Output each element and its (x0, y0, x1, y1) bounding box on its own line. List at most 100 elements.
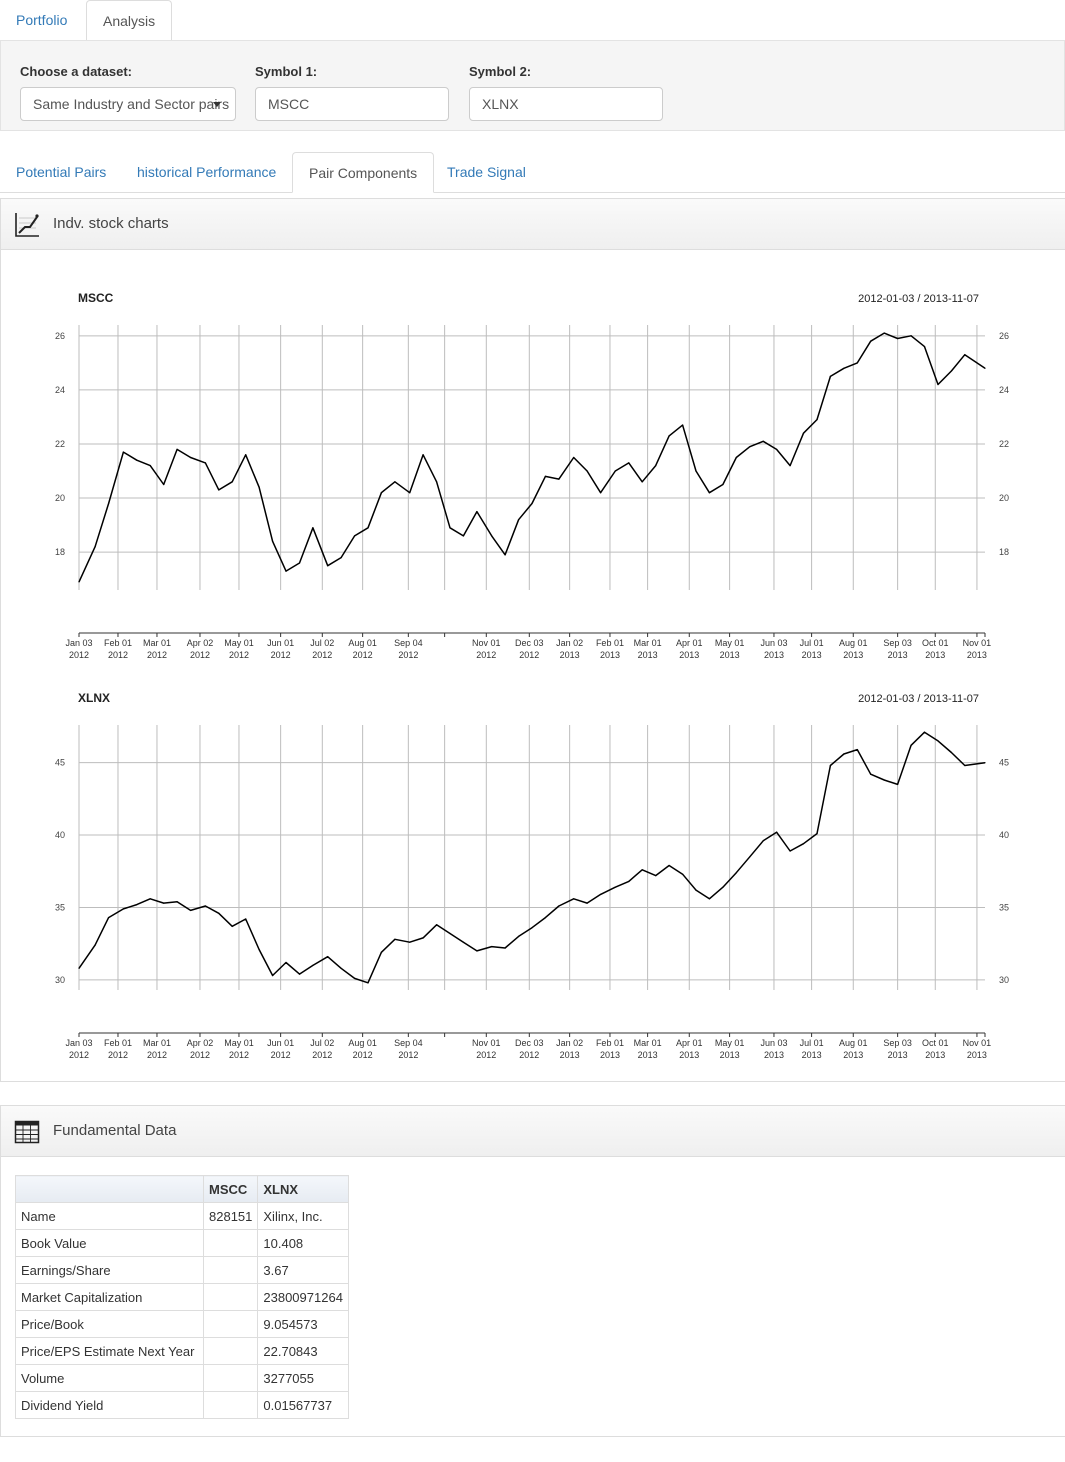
mscc-chart: 18 18 20 20 22 22 24 24 26 26 Jan 03 2012 Feb 01 2012… (55, 291, 1009, 660)
price-point (327, 956, 329, 958)
cell (202, 1337, 259, 1365)
dataset-select[interactable]: Same Industry and Sector pairs (20, 87, 236, 121)
y-tick-label-left: 35 (55, 902, 65, 912)
price-point (122, 451, 124, 453)
x-tick-label: 2012 (312, 1050, 332, 1060)
x-tick-label: 2013 (638, 650, 658, 660)
tab-pair-components[interactable]: Pair Components (292, 152, 435, 193)
x-tick-label: Jul 02 (310, 1038, 334, 1048)
price-point (910, 744, 912, 746)
price-point (531, 502, 533, 505)
x-tick-label: Sep 04 (394, 638, 423, 648)
xlnx-chart: 30 30 35 35 40 40 45 45 Jan 03 2012 Feb 01 2012 Mar … (55, 691, 1009, 1060)
x-tick-label: Nov 01 (963, 638, 992, 648)
price-point (843, 367, 845, 369)
price-point (491, 535, 493, 537)
price-point (108, 502, 110, 505)
x-tick-label: Nov 01 (472, 1038, 501, 1048)
price-point (245, 454, 247, 456)
table-row: Dividend Yield 0.01567737 (15, 1391, 349, 1419)
cell (202, 1256, 259, 1284)
tab-potential-pairs[interactable]: Potential Pairs (16, 164, 107, 180)
x-tick-label: May 01 (715, 638, 745, 648)
price-point (504, 554, 506, 556)
table-row: Market Capitalization 23800971264 (15, 1283, 349, 1311)
y-tick-label-left: 45 (55, 758, 65, 768)
x-tick-label: Nov 01 (963, 1038, 992, 1048)
panel-title: Indv. stock charts (53, 215, 169, 232)
row-label: Book Value (15, 1229, 204, 1257)
y-tick-label-left: 20 (55, 493, 65, 503)
price-point (655, 465, 657, 467)
x-tick-label: Jul 01 (800, 1038, 824, 1048)
x-tick-label: Mar 01 (634, 1038, 662, 1048)
price-point (984, 762, 986, 764)
x-tick-label: Jan 03 (65, 638, 92, 648)
price-point (937, 383, 939, 386)
price-point (312, 527, 314, 529)
x-tick-label: Jun 03 (760, 1038, 787, 1048)
cell (202, 1229, 259, 1257)
price-point (422, 937, 424, 939)
price-point (531, 927, 533, 929)
tab-portfolio[interactable]: Portfolio (16, 12, 68, 28)
panel-title: Fundamental Data (53, 1122, 177, 1139)
x-tick-label: 2012 (69, 1050, 89, 1060)
price-point (682, 424, 684, 426)
price-point (285, 961, 287, 964)
x-tick-label: May 01 (715, 1038, 745, 1048)
price-point (136, 459, 138, 461)
symbol2-label: Symbol 2: (469, 64, 532, 79)
table-row: Price/EPS Estimate Next Year 22.70843 (15, 1337, 349, 1365)
price-point (708, 898, 711, 900)
stock-charts-panel: Indv. stock charts (0, 198, 1065, 1082)
x-tick-label: Jun 03 (760, 638, 787, 648)
price-point (897, 337, 899, 340)
price-point (722, 886, 724, 888)
tab-historical-performance[interactable]: historical Performance (137, 164, 277, 180)
price-point (380, 951, 382, 953)
price-point (870, 340, 872, 342)
tab-trade-signal[interactable]: Trade Signal (447, 164, 526, 180)
cell: 0.01567737 (257, 1391, 349, 1419)
cell: Xilinx, Inc. (257, 1202, 349, 1230)
x-tick-label: 2013 (638, 1050, 658, 1060)
price-point (614, 470, 616, 472)
price-point (682, 873, 684, 875)
price-point (476, 511, 478, 513)
symbol1-input[interactable]: MSCC (255, 87, 449, 121)
price-point (735, 456, 737, 459)
price-point (312, 964, 314, 966)
price-point (937, 740, 939, 742)
dataset-label: Choose a dataset: (20, 64, 132, 79)
cell: 10.408 (257, 1229, 349, 1257)
price-point (436, 924, 438, 926)
row-label: Price/Book (15, 1310, 204, 1338)
price-point (149, 465, 151, 467)
table-row: Price/Book 9.054573 (15, 1310, 349, 1338)
table-header-row: MSCC XLNX (15, 1175, 349, 1203)
price-point (422, 454, 424, 456)
price-point (695, 470, 697, 472)
price-point (149, 898, 151, 900)
price-point (897, 783, 899, 785)
price-point (258, 948, 260, 951)
x-tick-label: 2012 (190, 1050, 210, 1060)
price-point (789, 850, 791, 852)
x-tick-label: May 01 (224, 1038, 254, 1048)
symbol2-input[interactable]: XLNX (469, 87, 663, 121)
row-label: Market Capitalization (15, 1283, 204, 1311)
price-line (78, 731, 986, 984)
cell (202, 1310, 259, 1338)
table-icon (14, 1120, 40, 1144)
x-tick-label: Aug 01 (348, 638, 377, 648)
x-tick-label: 2012 (229, 1050, 249, 1060)
price-point (668, 435, 670, 437)
x-tick-label: 2013 (560, 650, 580, 660)
tab-analysis[interactable]: Analysis (86, 0, 173, 41)
price-point (614, 886, 616, 888)
table-row: Volume 3277055 (15, 1364, 349, 1392)
row-label: Name (15, 1202, 204, 1230)
x-tick-label: 2013 (560, 1050, 580, 1060)
x-tick-label: Feb 01 (104, 638, 132, 648)
